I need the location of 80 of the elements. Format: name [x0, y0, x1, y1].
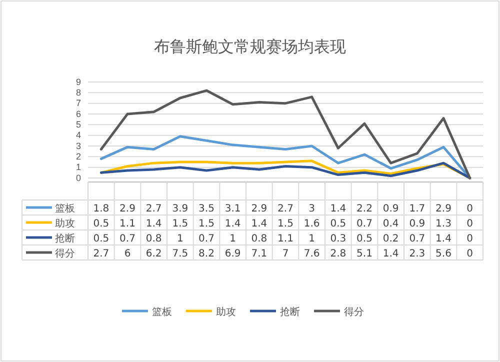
- data-label: 2.8: [330, 248, 346, 260]
- data-label: 0.7: [120, 234, 136, 244]
- legend-label: 篮板: [55, 202, 75, 214]
- data-label: 7.6: [304, 248, 320, 260]
- data-label: 1.8: [93, 204, 110, 214]
- data-label: 2.7: [278, 204, 294, 214]
- y-tick-label: 7: [76, 98, 81, 108]
- data-label: 1.5: [198, 218, 214, 230]
- data-label: 0: [466, 248, 474, 260]
- data-label: 1.7: [409, 204, 426, 214]
- data-label: 1.4: [146, 218, 162, 230]
- data-label: 1.4: [330, 204, 346, 214]
- legend-label: 得分: [55, 248, 75, 260]
- data-label: 0: [466, 204, 474, 214]
- data-label: 1.5: [172, 218, 188, 230]
- data-label: 0.7: [198, 234, 214, 244]
- y-tick-label: 6: [76, 108, 81, 119]
- data-label: 3.5: [198, 204, 214, 214]
- data-label: 0.8: [251, 234, 268, 244]
- data-label: 0.9: [382, 204, 399, 214]
- y-tick-label: 1: [76, 162, 81, 172]
- y-tick-label: 3: [76, 140, 81, 151]
- y-tick-label: 0: [76, 172, 81, 183]
- data-label: 1: [176, 234, 184, 244]
- data-label: 0.9: [409, 218, 426, 230]
- text: 得分: [344, 307, 364, 318]
- text: 篮板: [152, 307, 172, 318]
- data-label: 2.2: [356, 204, 372, 214]
- line-series: [100, 89, 472, 180]
- data-label: 0.5: [356, 234, 372, 244]
- data-label: 2.3: [409, 248, 426, 260]
- data-label: 6.2: [146, 248, 162, 260]
- data-label: 0.7: [409, 234, 426, 244]
- data-label: 7.5: [172, 248, 188, 260]
- data-label: 0: [466, 218, 474, 230]
- data-label: 2.7: [93, 248, 110, 260]
- data-label: 1.3: [436, 218, 452, 230]
- data-label: 2.9: [251, 204, 268, 214]
- data-label: 6: [124, 248, 131, 260]
- data-label: 3.9: [172, 204, 188, 214]
- data-label: 1.4: [251, 218, 268, 230]
- data-label: 0.5: [93, 234, 110, 244]
- y-tick-label: 9: [76, 76, 81, 87]
- data-label: 3.1: [224, 204, 241, 214]
- data-label: 1.4: [436, 234, 452, 244]
- data-label: 7.1: [251, 248, 268, 260]
- data-label: 2.7: [146, 204, 162, 214]
- data-label: 1.4: [224, 218, 241, 230]
- data-label: 5.6: [436, 248, 452, 260]
- data-label: 0.5: [330, 218, 346, 230]
- data-label: 2.9: [436, 204, 452, 214]
- chart-title: 布鲁斯鲍文常规赛场均表现: [154, 37, 346, 56]
- data-label: 0.7: [356, 218, 372, 230]
- data-label: 0.3: [330, 234, 346, 244]
- data-label: 1: [230, 234, 236, 244]
- data-label: 3: [308, 204, 316, 214]
- data-label: 1.6: [304, 218, 320, 230]
- y-tick-label: 2: [76, 152, 81, 162]
- legend-label: 抢断: [55, 232, 75, 244]
- text: 助攻: [216, 307, 236, 318]
- data-label: 2.9: [120, 204, 136, 214]
- y-tick-label: 4: [76, 130, 81, 140]
- data-label: 0.8: [146, 234, 162, 244]
- y-tick-label: 8: [76, 88, 81, 98]
- data-label: 1.4: [382, 248, 399, 260]
- data-label: 1.1: [120, 218, 136, 230]
- data-label: 1.5: [278, 218, 294, 230]
- data-label: 0.5: [93, 218, 110, 230]
- data-label: 1: [308, 234, 316, 244]
- data-label: 6.9: [224, 248, 241, 260]
- data-label: 7: [282, 248, 289, 260]
- data-label: 0: [466, 234, 474, 244]
- data-label: 0.2: [382, 234, 399, 244]
- data-label: 5.1: [356, 248, 372, 260]
- legend-label: 助攻: [55, 218, 75, 230]
- y-tick-label: 5: [76, 120, 81, 130]
- data-label: 8.2: [198, 248, 214, 260]
- data-label: 1.1: [278, 234, 294, 244]
- data-label: 0.4: [382, 218, 399, 230]
- text: 抢断: [280, 307, 300, 318]
